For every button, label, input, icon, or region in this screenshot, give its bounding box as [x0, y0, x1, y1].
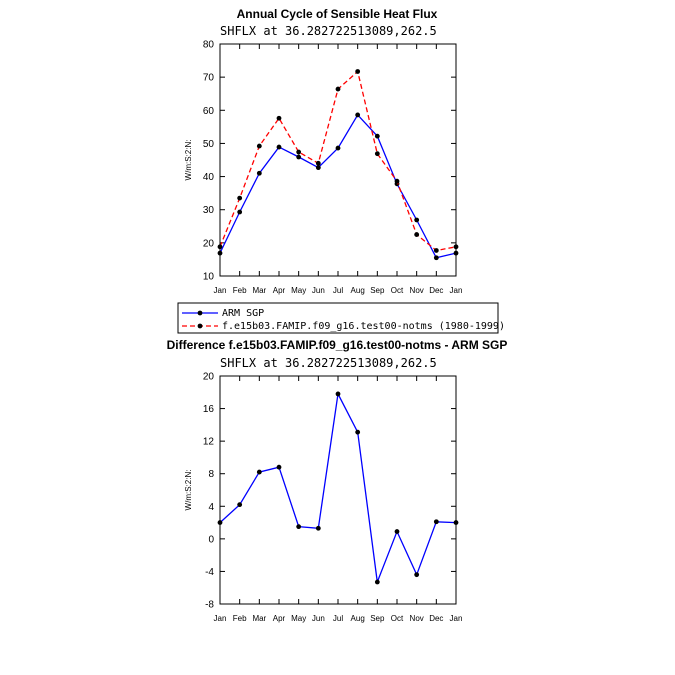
chart1-series-line-0	[219, 113, 457, 259]
chart1-axes: 10 20 30 40 50 60 70 80 Jan Feb Mar Apr May Jun Jul Aug…	[203, 40, 463, 296]
chart2-series-0-point	[394, 529, 400, 534]
chart1-xtick-label: May	[291, 286, 306, 295]
chart2-xtick-label: May	[291, 614, 306, 623]
chart2-xtick-label: Jan	[214, 614, 227, 623]
chart2-ytick-label: 8	[208, 469, 214, 480]
chart1-xtick-label: Jun	[312, 286, 325, 295]
chart1-series	[217, 69, 459, 261]
chart1-series-line-1	[219, 70, 457, 252]
chart2-axes: -8 -4 0 4 8 12 16 20 Jan Feb Mar Apr May Jun Jul Aug Sep…	[203, 372, 463, 624]
chart1-y-axis-label: W/m:S:2:N:	[184, 140, 193, 181]
chart1-xtick-label: Oct	[391, 286, 404, 295]
chart2-series-0-point	[296, 524, 302, 530]
chart1-xtick-label: Nov	[410, 286, 424, 295]
chart2-xtick-label: Dec	[429, 614, 443, 623]
legend-model-label: f.e15b03.FAMIP.f09_g16.test00-notms (198…	[222, 321, 505, 332]
chart2-series-0-point	[256, 469, 262, 475]
annual-cycle-chart: Annual Cycle of Sensible Heat Flux SHFLX…	[177, 7, 505, 334]
chart2-series-0-point	[433, 519, 439, 525]
chart2-xtick-label: Aug	[351, 614, 365, 623]
chart1-xtick-label: Aug	[351, 286, 365, 295]
chart2-ytick-label: 20	[203, 372, 215, 383]
chart1-series-0-point	[315, 165, 321, 171]
chart2-xtick-label: Jan	[450, 614, 463, 623]
chart1-xtick-label: Apr	[273, 286, 286, 295]
chart1-series-0-point	[355, 112, 361, 118]
chart1-series-1-point	[355, 69, 361, 74]
chart1-series-0-point	[256, 170, 262, 176]
chart1-series-0-point	[335, 145, 341, 151]
chart2-xtick-label: Mar	[252, 614, 266, 623]
chart2-series-0-point	[414, 572, 420, 578]
chart1-ytick-label: 70	[203, 73, 215, 84]
chart2-ytick-label: 0	[208, 534, 214, 545]
chart2-xtick-label: Jul	[333, 614, 343, 623]
chart2-ytick-label: 16	[203, 404, 215, 415]
chart1-series-0-point	[433, 255, 439, 261]
chart2-ytick-label: 4	[208, 502, 214, 513]
chart2-series-0-point	[237, 502, 243, 508]
chart1-legend: ARM SGP f.e15b03.FAMIP.f09_g16.test00-no…	[177, 302, 505, 334]
chart1-ytick-label: 30	[203, 205, 215, 216]
chart1-series-0-point	[276, 144, 282, 150]
chart1-xtick-label: Jul	[333, 286, 343, 295]
chart2-xtick-label: Sep	[370, 614, 385, 623]
chart1-series-1-point	[335, 86, 341, 92]
chart1-xtick-label: Feb	[233, 286, 247, 295]
chart1-xtick-label: Jan	[450, 286, 463, 295]
chart1-ytick-label: 10	[203, 272, 215, 283]
chart2-subtitle: SHFLX at 36.282722513089,262.5	[220, 356, 437, 370]
chart2-series-0-point	[374, 579, 380, 585]
chart1-xtick-label: Sep	[370, 286, 385, 295]
chart1-frame	[219, 43, 457, 277]
chart1-series-0-point	[296, 154, 302, 160]
chart1-series-1-point	[414, 232, 420, 237]
chart1-series-1-point	[237, 195, 243, 201]
chart1-subtitle: SHFLX at 36.282722513089,262.5	[220, 24, 437, 38]
chart1-series-1-point	[276, 115, 282, 121]
chart1-series-1-point	[256, 143, 262, 149]
chart2-xtick-label: Oct	[391, 614, 404, 623]
chart2-frame	[219, 375, 457, 605]
chart2-ytick-label: 12	[203, 437, 215, 448]
chart1-xtick-label: Mar	[252, 286, 266, 295]
chart1-series-1-point	[296, 149, 302, 155]
chart1-ytick-label: 50	[203, 139, 215, 150]
chart1-series-1-point	[394, 178, 400, 184]
difference-chart: Difference f.e15b03.FAMIP.f09_g16.test00…	[167, 338, 508, 623]
chart2-series	[217, 391, 459, 585]
chart1-series-0-point	[237, 209, 243, 215]
chart1-series-1-point	[433, 248, 439, 253]
chart2-series-0-point	[355, 429, 361, 435]
chart2-xtick-label: Feb	[233, 614, 247, 623]
chart2-xtick-label: Apr	[273, 614, 286, 623]
chart1-series-1-point	[315, 160, 321, 166]
chart2-y-axis-label: W/m:S:2:N:	[184, 470, 193, 511]
chart2-series-0-point	[335, 391, 341, 397]
chart2-series-line-0	[219, 391, 457, 583]
chart1-ytick-label: 20	[203, 238, 215, 249]
chart2-ytick-label: -4	[205, 567, 214, 578]
chart1-xtick-label: Dec	[429, 286, 443, 295]
chart1-xtick-label: Jan	[214, 286, 227, 295]
chart1-series-0-point	[374, 133, 380, 139]
chart2-series-0-point	[315, 525, 321, 531]
chart2-title: Difference f.e15b03.FAMIP.f09_g16.test00…	[167, 338, 508, 352]
legend-obs-marker	[197, 310, 203, 316]
chart1-ytick-label: 60	[203, 106, 215, 117]
chart1-title: Annual Cycle of Sensible Heat Flux	[237, 7, 438, 21]
chart1-ytick-label: 80	[203, 40, 215, 51]
chart1-series-0-point	[414, 217, 420, 223]
chart2-series-0-point	[276, 464, 282, 470]
legend-model-marker	[197, 323, 203, 329]
chart1-ytick-label: 40	[203, 172, 215, 183]
legend-obs-label: ARM SGP	[222, 308, 264, 319]
legend-box	[177, 302, 499, 334]
chart2-xtick-label: Nov	[410, 614, 424, 623]
chart2-xtick-label: Jun	[312, 614, 325, 623]
chart2-ytick-label: -8	[205, 600, 214, 611]
chart1-series-1-point	[374, 151, 380, 157]
